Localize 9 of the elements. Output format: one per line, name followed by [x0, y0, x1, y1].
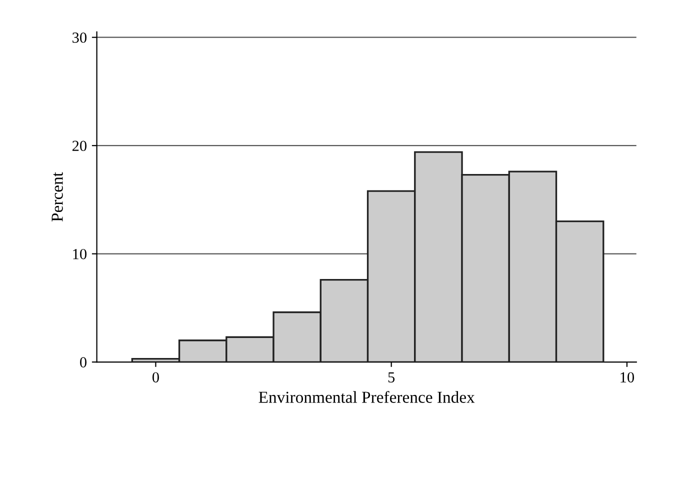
y-tick-label: 30 — [72, 32, 87, 43]
x-tick-label: 0 — [152, 372, 159, 383]
y-axis-title: Percent — [52, 172, 63, 222]
x-tick-label: 5 — [388, 372, 395, 383]
x-axis-title: Environmental Preference Index — [258, 390, 475, 403]
x-tick-label: 10 — [620, 372, 634, 383]
y-tick-label: 10 — [73, 248, 87, 260]
y-tick-label: 0 — [80, 357, 87, 368]
y-tick-label: 20 — [72, 140, 87, 152]
